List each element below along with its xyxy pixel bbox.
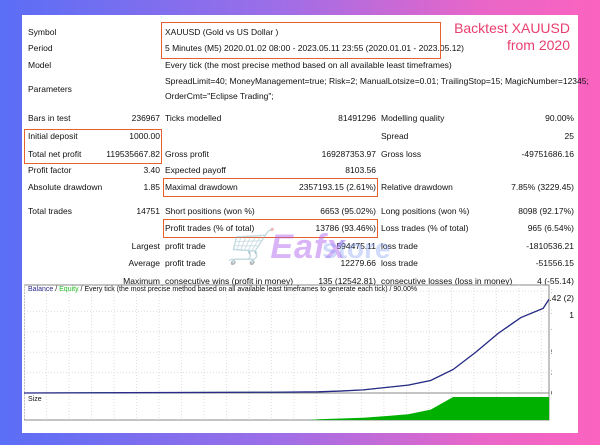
- stat-label-3: Long positions (won %): [381, 206, 470, 216]
- stat-label-2: Profit trades (% of total): [165, 223, 255, 233]
- stat-label-3: consecutive losses (loss in money): [381, 276, 513, 286]
- size-label: Size: [28, 396, 42, 403]
- stat-value-2: 6653 (95.02%): [320, 206, 376, 216]
- stat-value-3: -51556.15: [535, 258, 574, 268]
- stat-label-2: consecutive wins (profit in money): [165, 276, 294, 286]
- stat-value-2: 13786 (93.46%): [315, 223, 377, 233]
- balance-chart-svg: 0679131119432576320838404472510457366369…: [23, 284, 577, 430]
- size-area: [24, 397, 549, 420]
- stat-label-1: Total trades: [28, 206, 72, 216]
- stat-value-2: 594475.11: [336, 241, 376, 251]
- stat-value-1: 236967: [131, 113, 160, 123]
- stat-value-3: -1810536.21: [526, 241, 574, 251]
- watermark-logo-suffix: store: [322, 233, 391, 264]
- y-tick-label: 1040362: [551, 308, 552, 315]
- chart-legend: Balance / Equity / Every tick (the most …: [28, 286, 417, 293]
- stat-label-3: Relative drawdown: [381, 182, 453, 192]
- stat-value-1: Maximum: [123, 276, 160, 286]
- highlight-profit-trades: [163, 219, 378, 238]
- parameters-line-2: OrderCmt="Eclipse Trading";: [165, 91, 274, 101]
- title-line-2: from 2020: [506, 37, 570, 53]
- report-panel: Backtest XAUUSD from 2020 Symbol XAUUSD …: [22, 15, 589, 433]
- symbol-value: XAUUSD (Gold vs US Dollar ): [165, 27, 279, 37]
- model-value: Every tick (the most precise method base…: [165, 60, 452, 70]
- stat-value-1: 1.85: [143, 182, 160, 192]
- y-tick-label: 7802717: [551, 329, 552, 336]
- stat-value-3: 90.00%: [545, 113, 574, 123]
- stat-value-1: 119535667.82: [106, 149, 160, 159]
- period-value: 5 Minutes (M5) 2020.01.02 08:00 - 2023.0…: [165, 43, 464, 53]
- legend-equity: Equity: [59, 286, 79, 293]
- stat-value-2: 135 (12542.81): [318, 276, 376, 286]
- highlight-deposit-profit: [24, 129, 162, 164]
- y-tick-label: 2600905: [551, 370, 552, 377]
- y-tick-label: 5201811: [551, 349, 552, 356]
- highlight-max-drawdown: [163, 178, 378, 197]
- legend-balance: Balance: [28, 286, 54, 293]
- stat-value-3: 8098 (92.17%): [518, 206, 574, 216]
- stat-label-1: Profit factor: [28, 165, 72, 175]
- stat-value-1: Average: [128, 258, 160, 268]
- y-tick-label: 1300452: [551, 288, 552, 295]
- parameters-label: Parameters: [28, 84, 72, 94]
- stat-label-3: Modelling quality: [381, 113, 445, 123]
- stat-label-2: Maximal drawdown: [165, 182, 238, 192]
- stat-label-3: Spread: [381, 131, 409, 141]
- stat-value-2: 169287353.97: [321, 149, 376, 159]
- highlight-symbol-period: [161, 22, 441, 59]
- parameters-line-1: SpreadLimit=40; MoneyManagement=true; Ri…: [165, 76, 589, 86]
- stat-label-1: Absolute drawdown: [28, 182, 103, 192]
- balance-line: [23, 298, 550, 394]
- period-label: Period: [28, 43, 53, 53]
- legend-description: / Every tick (the most precise method ba…: [78, 286, 418, 293]
- stat-value-2: 8103.56: [345, 165, 376, 175]
- model-label: Model: [28, 60, 52, 70]
- stat-label-2: Ticks modelled: [165, 113, 222, 123]
- stat-value-3: 1: [569, 310, 574, 320]
- stat-value-1: 3.40: [143, 165, 160, 175]
- balance-chart: 0679131119432576320838404472510457366369…: [23, 283, 577, 430]
- watermark-logo: 🛒Eafx: [227, 228, 347, 266]
- symbol-label: Symbol: [28, 27, 57, 37]
- stat-value-2: 12279.66: [340, 258, 376, 268]
- legend-sep: /: [53, 286, 60, 293]
- stat-value-3: 25: [564, 131, 574, 141]
- stat-label-2: profit trade: [165, 241, 206, 251]
- backtest-title: Backtest XAUUSD from 2020: [454, 20, 570, 54]
- title-line-1: Backtest XAUUSD: [454, 20, 570, 36]
- stat-value-2: 81491296: [338, 113, 376, 123]
- stat-label-3: loss trade: [381, 258, 418, 268]
- stat-label-3: Loss trades (% of total): [381, 223, 469, 233]
- stat-label-1: Initial deposit: [28, 131, 78, 141]
- stat-label-2: Gross profit: [165, 149, 209, 159]
- stat-value-3: -49751686.16: [521, 149, 574, 159]
- stat-label-1: Bars in test: [28, 113, 71, 123]
- stat-value-1: Largest: [131, 241, 160, 251]
- stat-label-3: Gross loss: [381, 149, 422, 159]
- stat-value-2: 2357193.15 (2.61%): [298, 182, 376, 192]
- stat-value-3: 4 (-55.14): [537, 276, 574, 286]
- stat-value-3: 965 (6.54%): [527, 223, 574, 233]
- stat-label-2: profit trade: [165, 258, 206, 268]
- y-tick-label: 0: [551, 390, 552, 397]
- stat-label-2: Short positions (won %): [165, 206, 255, 216]
- stat-value-1: 1000.00: [129, 131, 160, 141]
- stat-label-2: Expected payoff: [165, 165, 226, 175]
- stat-label-1: Total net profit: [28, 149, 82, 159]
- stat-value-1: 14751: [136, 206, 160, 216]
- stat-label-3: loss trade: [381, 241, 418, 251]
- stat-value-3: 7.85% (3229.45): [511, 182, 574, 192]
